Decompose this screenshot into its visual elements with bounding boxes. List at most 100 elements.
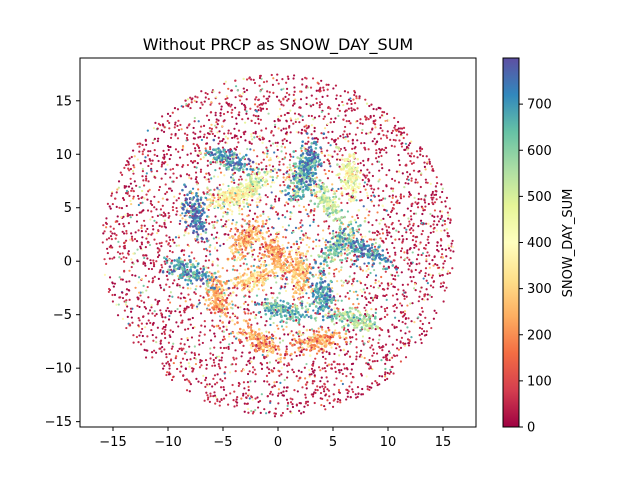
scatter-point	[350, 109, 353, 112]
scatter-point	[274, 407, 277, 410]
scatter-point	[177, 236, 181, 239]
scatter-point	[282, 235, 285, 239]
scatter-point	[322, 207, 326, 211]
scatter-point	[292, 74, 296, 77]
scatter-point	[150, 306, 153, 309]
scatter-point	[227, 294, 230, 297]
scatter-point	[131, 239, 134, 242]
scatter-point	[146, 234, 149, 237]
scatter-point	[366, 196, 370, 200]
scatter-point	[252, 264, 255, 268]
scatter-point	[202, 124, 206, 127]
scatter-point	[270, 204, 273, 207]
scatter-point	[126, 305, 129, 308]
scatter-point	[310, 114, 313, 118]
scatter-point	[118, 252, 122, 255]
scatter-point	[340, 369, 343, 372]
scatter-point	[316, 385, 319, 388]
scatter-point	[209, 147, 212, 151]
scatter-point	[299, 226, 302, 229]
scatter-point	[243, 387, 246, 390]
scatter-point	[419, 313, 422, 316]
scatter-point	[171, 206, 174, 209]
scatter-point	[184, 231, 187, 234]
scatter-point	[288, 163, 291, 166]
scatter-point	[123, 184, 126, 188]
scatter-point	[378, 284, 381, 287]
scatter-point	[187, 362, 190, 365]
scatter-point	[213, 374, 217, 377]
scatter-point	[399, 346, 403, 349]
scatter-point	[432, 230, 435, 233]
scatter-point	[342, 336, 345, 339]
scatter-point	[337, 187, 340, 191]
scatter-point	[421, 310, 424, 313]
scatter-point	[185, 201, 188, 205]
scatter-point	[284, 289, 288, 293]
scatter-point	[247, 162, 251, 166]
scatter-point	[209, 395, 212, 398]
scatter-point	[142, 315, 145, 318]
scatter-point	[417, 224, 420, 228]
scatter-point	[372, 107, 375, 111]
scatter-point	[413, 196, 416, 199]
scatter-point	[145, 254, 148, 257]
scatter-point	[318, 196, 322, 200]
scatter-point	[265, 107, 268, 111]
scatter-point	[280, 88, 283, 91]
scatter-point	[155, 260, 158, 263]
scatter-point	[167, 258, 171, 261]
scatter-point	[132, 195, 135, 198]
scatter-point	[160, 332, 164, 335]
scatter-point	[286, 170, 289, 173]
scatter-point	[212, 156, 216, 159]
scatter-point	[318, 106, 321, 109]
scatter-point	[303, 125, 306, 128]
scatter-point	[302, 411, 305, 414]
scatter-point	[195, 259, 198, 263]
scatter-point	[304, 172, 308, 176]
scatter-point	[317, 82, 320, 85]
scatter-point	[322, 204, 326, 208]
scatter-point	[204, 231, 208, 234]
scatter-point	[245, 396, 248, 400]
scatter-point	[406, 304, 409, 307]
scatter-point	[250, 78, 253, 81]
scatter-point	[253, 103, 257, 106]
scatter-point	[401, 283, 404, 286]
scatter-point	[251, 138, 254, 141]
scatter-point	[236, 396, 239, 399]
scatter-point	[129, 307, 133, 310]
scatter-point	[323, 115, 326, 118]
scatter-point	[171, 208, 175, 212]
scatter-point	[116, 220, 119, 223]
scatter-point	[245, 167, 249, 171]
scatter-point	[259, 109, 263, 112]
scatter-point	[407, 144, 410, 147]
scatter-point	[226, 137, 229, 140]
scatter-point	[266, 152, 269, 155]
scatter-point	[341, 284, 344, 287]
scatter-point	[366, 168, 369, 171]
scatter-point	[428, 294, 432, 297]
scatter-point	[303, 177, 307, 181]
scatter-point	[398, 163, 401, 167]
scatter-point	[359, 353, 362, 356]
scatter-point	[318, 104, 321, 107]
scatter-point	[158, 249, 161, 252]
scatter-point	[280, 366, 283, 369]
scatter-point	[287, 362, 290, 365]
scatter-point	[150, 267, 154, 271]
scatter-point	[298, 174, 302, 178]
scatter-point	[396, 199, 399, 202]
scatter-point	[182, 286, 185, 289]
scatter-point	[205, 266, 208, 269]
scatter-point	[302, 325, 305, 328]
scatter-point	[410, 152, 413, 155]
scatter-point	[349, 99, 353, 103]
scatter-point	[188, 255, 191, 258]
scatter-point	[125, 299, 128, 302]
scatter-point	[146, 257, 149, 260]
scatter-point	[230, 300, 234, 303]
scatter-point	[412, 235, 415, 238]
